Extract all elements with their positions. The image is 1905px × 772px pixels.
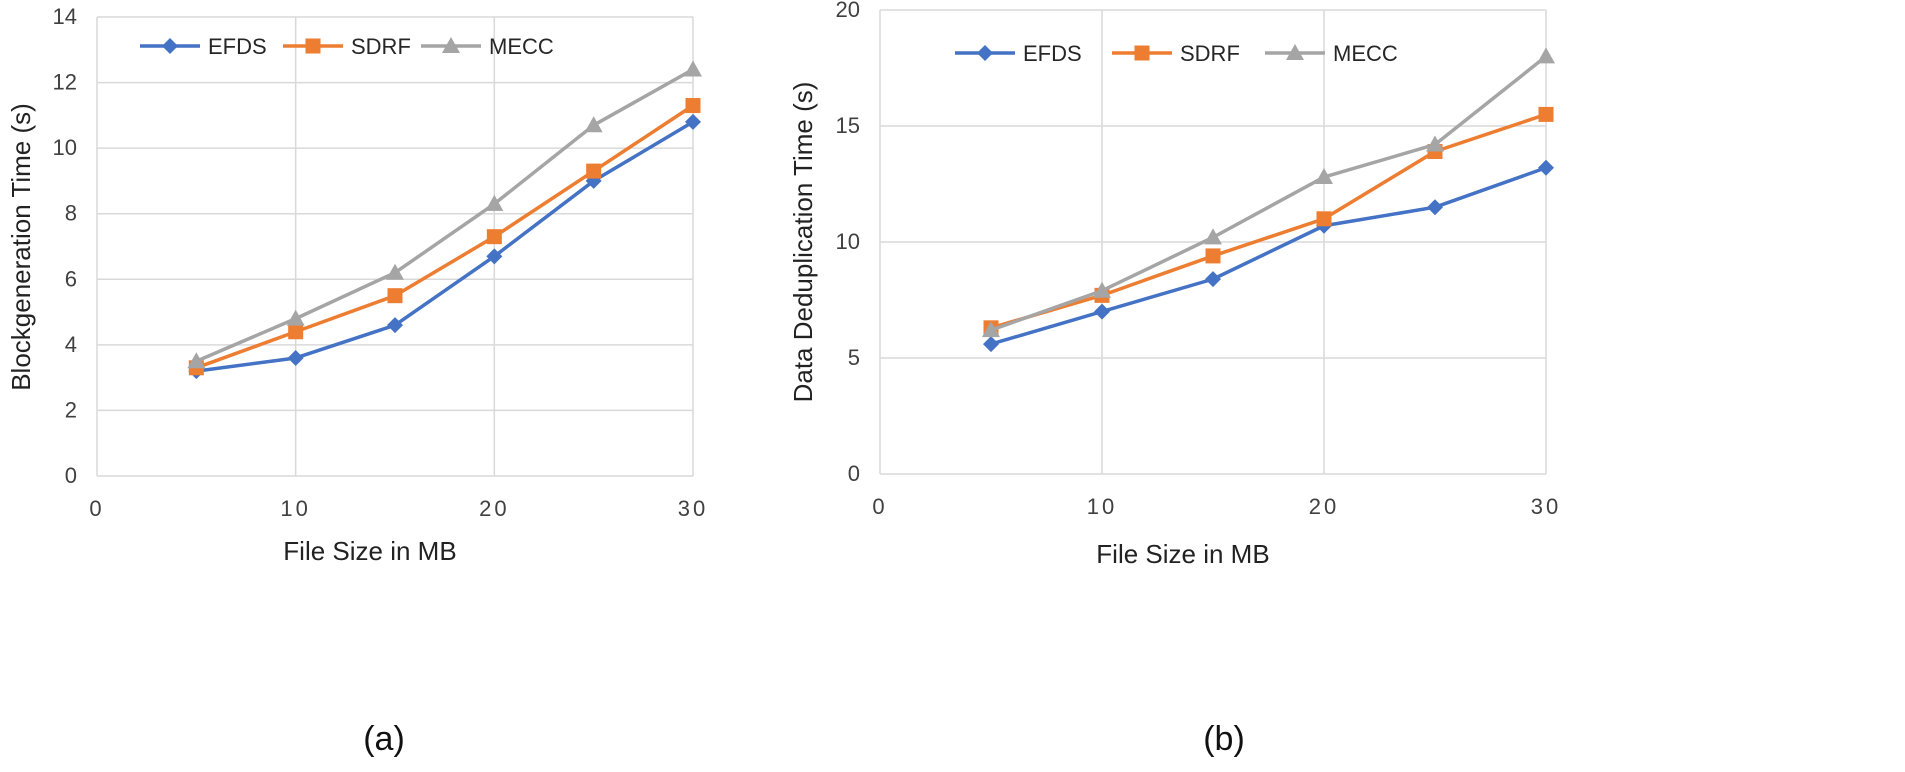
legend-marker-mecc	[442, 37, 460, 53]
data-point-mecc	[1093, 281, 1111, 298]
series-line-efds	[990, 166, 1547, 346]
series-efds	[188, 113, 701, 380]
data-point-efds	[1538, 159, 1554, 176]
legend-label-mecc: MECC	[1333, 41, 1398, 66]
legend: EFDS SDRF MECC	[955, 41, 1398, 66]
legend: EFDS SDRF MECC	[140, 34, 554, 59]
data-point-mecc	[1537, 47, 1555, 64]
panel-caption: (a)	[363, 720, 405, 758]
data-point-sdrf	[1205, 248, 1221, 264]
data-point-sdrf	[1316, 211, 1332, 227]
chart-panel-a: 0 2 4 6 8 10 12 14 0 10 20 30 Blockgeneration Time (…	[6, 4, 708, 758]
data-point-mecc	[485, 194, 504, 211]
data-point-mecc	[684, 60, 702, 77]
x-tick-label: 20	[1309, 494, 1339, 519]
series-sdrf	[983, 106, 1554, 336]
x-axis-title: File Size in MB	[1096, 539, 1269, 569]
y-axis-title: Blockgeneration Time (s)	[6, 103, 36, 391]
y-tick-label: 20	[836, 0, 860, 22]
series-line-sdrf	[195, 104, 694, 370]
data-point-mecc	[1204, 228, 1222, 245]
data-point-sdrf	[586, 163, 602, 179]
legend-marker-efds	[162, 38, 178, 54]
y-tick-label: 15	[836, 113, 860, 138]
series-efds	[983, 159, 1554, 353]
data-point-efds	[387, 317, 403, 334]
data-point-sdrf	[685, 98, 701, 114]
x-tick-label: 0	[872, 494, 887, 519]
series-line-mecc	[990, 55, 1548, 332]
panel-caption: (b)	[1203, 720, 1245, 758]
data-point-mecc	[982, 321, 1000, 338]
legend-label-sdrf: SDRF	[1180, 41, 1240, 66]
y-tick-label: 0	[65, 463, 77, 488]
x-tick-label: 20	[479, 496, 509, 521]
y-tick-label: 10	[53, 135, 77, 160]
y-tick-label: 6	[65, 266, 77, 291]
data-point-mecc	[1315, 168, 1333, 185]
series-line-efds	[196, 120, 694, 373]
x-tick-label: 10	[280, 496, 310, 521]
y-tick-label: 4	[65, 332, 77, 357]
data-point-sdrf	[486, 229, 502, 245]
series-sdrf	[188, 98, 701, 376]
legend-label-sdrf: SDRF	[351, 34, 411, 59]
data-point-sdrf	[288, 324, 304, 340]
y-tick-label: 10	[836, 229, 860, 254]
x-tick-label: 0	[89, 496, 104, 521]
legend-marker-efds	[977, 45, 993, 61]
y-tick-label: 0	[848, 461, 860, 486]
x-tick-label: 10	[1087, 494, 1117, 519]
data-point-mecc	[286, 309, 305, 326]
legend-marker-mecc	[1286, 44, 1304, 60]
legend-label-mecc: MECC	[489, 34, 554, 59]
legend-label-efds: EFDS	[208, 34, 267, 59]
data-point-efds	[287, 349, 304, 366]
data-point-efds	[1427, 199, 1443, 216]
data-point-efds	[486, 248, 503, 265]
legend-marker-sdrf	[1134, 45, 1150, 61]
series-line-mecc	[195, 67, 694, 363]
y-tick-label: 2	[65, 397, 77, 422]
legend-marker-sdrf	[305, 38, 321, 54]
data-point-mecc	[584, 116, 603, 133]
y-tick-label: 8	[65, 201, 77, 226]
y-axis-title: Data Deduplication Time (s)	[788, 82, 818, 403]
data-point-efds	[983, 336, 999, 353]
data-point-sdrf	[1538, 106, 1554, 122]
data-point-mecc	[187, 352, 206, 369]
series-mecc	[982, 47, 1555, 338]
data-point-efds	[1094, 303, 1110, 320]
x-tick-label: 30	[678, 496, 708, 521]
x-tick-label: 30	[1531, 494, 1561, 519]
y-tick-label: 5	[848, 345, 860, 370]
series-mecc	[187, 60, 702, 369]
data-point-efds	[685, 113, 701, 130]
data-point-efds	[1205, 271, 1221, 288]
chart-panel-b: 0 5 10 15 20 0 10 20 30 Data Deduplication Time (…	[788, 0, 1561, 758]
y-tick-label: 12	[53, 70, 77, 95]
series-line-sdrf	[990, 112, 1547, 330]
legend-label-efds: EFDS	[1023, 41, 1082, 66]
data-point-mecc	[386, 263, 404, 280]
data-point-sdrf	[387, 288, 403, 304]
x-axis-title: File Size in MB	[283, 536, 456, 566]
data-point-mecc	[1426, 135, 1444, 152]
y-tick-label: 14	[53, 4, 77, 29]
